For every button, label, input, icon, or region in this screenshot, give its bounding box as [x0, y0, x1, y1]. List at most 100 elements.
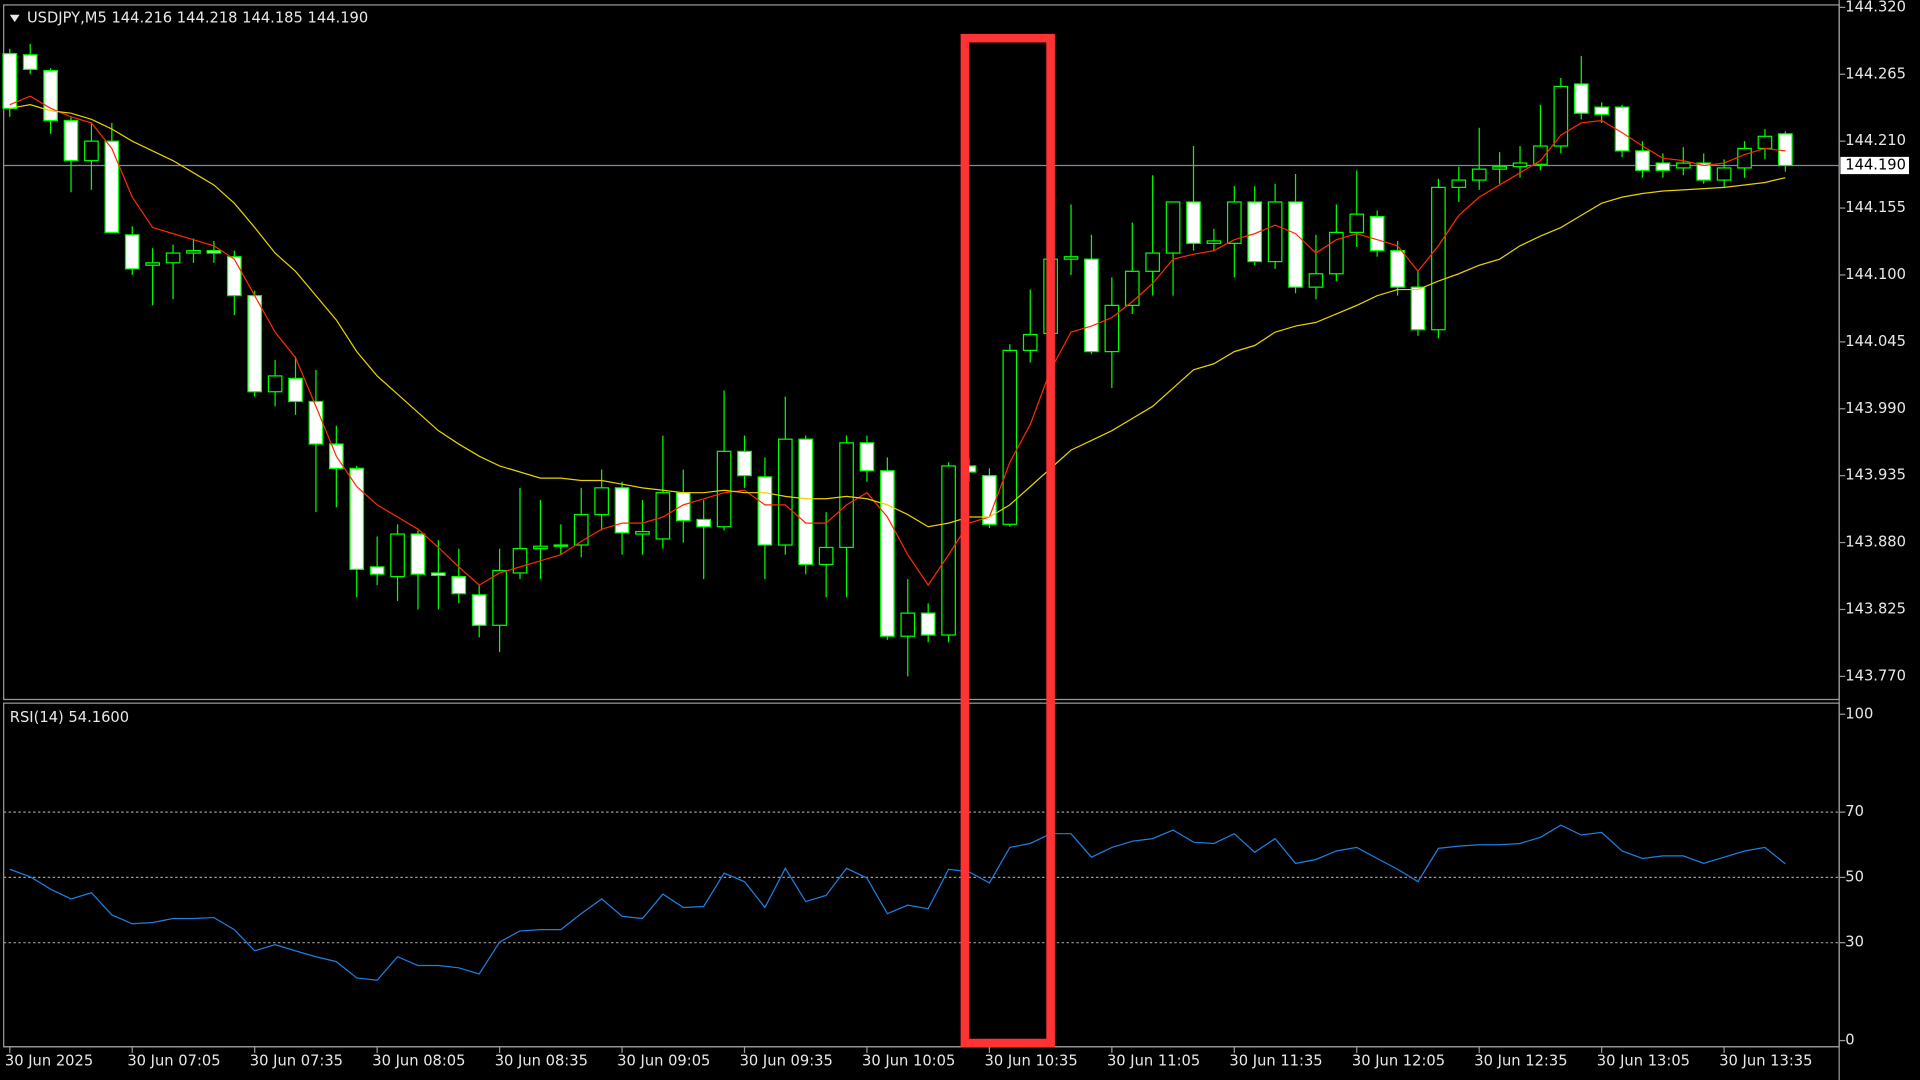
- candle-body: [1431, 186, 1446, 331]
- candle-body: [1145, 252, 1161, 272]
- candle-body: [1390, 250, 1405, 288]
- candle-body: [1022, 333, 1038, 351]
- candle-body: [124, 234, 140, 270]
- candle-body: [492, 569, 507, 626]
- candle-body: [1410, 286, 1426, 331]
- candle-body: [533, 545, 548, 550]
- candle-body: [941, 465, 956, 636]
- last-price-label: 144.190: [1845, 156, 1906, 173]
- y-tick-label: 144.045: [1845, 333, 1906, 350]
- y-tick-label: 143.935: [1845, 467, 1906, 484]
- y-tick-label: 144.265: [1845, 65, 1906, 82]
- x-tick-label: 30 Jun 2025: [5, 1053, 93, 1070]
- candle-body: [1614, 106, 1630, 152]
- candle-body: [859, 442, 875, 472]
- x-tick-label: 30 Jun 08:05: [372, 1053, 465, 1070]
- candle-body: [206, 250, 222, 254]
- candle-body: [696, 518, 712, 528]
- candle-body: [839, 442, 854, 549]
- candle-body: [247, 295, 263, 393]
- candle-body: [757, 476, 773, 546]
- candle-body: [1084, 258, 1099, 353]
- y-tick-label: 143.990: [1845, 400, 1906, 417]
- candle-body: [2, 52, 18, 109]
- candle-body: [1553, 85, 1569, 147]
- candle-body: [1737, 147, 1752, 169]
- candle-body: [186, 250, 201, 254]
- y-tick-label: 143.825: [1845, 600, 1906, 617]
- candle-body: [900, 612, 916, 637]
- menu-triangle[interactable]: [9, 14, 20, 23]
- candle-body: [1573, 83, 1589, 114]
- candle-body: [1104, 304, 1120, 353]
- candle-body: [84, 140, 99, 162]
- candle-body: [1675, 162, 1691, 169]
- candle-body: [1247, 201, 1263, 263]
- candle-body: [1696, 162, 1712, 181]
- x-tick-label: 30 Jun 13:05: [1597, 1053, 1690, 1070]
- y-tick-label: 144.320: [1845, 0, 1906, 15]
- x-tick-label: 30 Jun 12:35: [1474, 1053, 1567, 1070]
- candle-body: [349, 467, 365, 570]
- candle-body: [512, 548, 528, 574]
- y-tick-label: 144.155: [1845, 199, 1906, 216]
- moving-average-line: [9, 104, 1786, 528]
- candle-body: [451, 576, 467, 595]
- x-tick-label: 30 Jun 11:05: [1107, 1053, 1200, 1070]
- candle-body: [1002, 349, 1018, 525]
- candle-body: [1124, 270, 1140, 306]
- candle-body: [777, 438, 793, 546]
- candle-body: [22, 54, 38, 71]
- candle-body: [1226, 201, 1242, 244]
- candle-body: [635, 531, 650, 535]
- x-tick-label: 30 Jun 11:35: [1229, 1053, 1322, 1070]
- candle-body: [390, 533, 405, 578]
- y-tick-label: 143.880: [1845, 534, 1906, 551]
- candle-body: [1369, 215, 1385, 252]
- y-tick-label: 144.100: [1845, 266, 1906, 283]
- candle-body: [716, 450, 732, 528]
- candle-body: [1267, 201, 1283, 263]
- x-tick-label: 30 Jun 12:05: [1352, 1053, 1445, 1070]
- candle-body: [288, 377, 303, 403]
- x-tick-label: 30 Jun 13:35: [1719, 1053, 1812, 1070]
- candle-body: [165, 252, 181, 264]
- rsi-line: [9, 824, 1786, 981]
- candle-body: [1186, 201, 1201, 244]
- candle-body: [63, 119, 79, 162]
- candle-body: [1533, 145, 1548, 165]
- candle-body: [798, 438, 814, 566]
- candle-body: [43, 70, 58, 122]
- candle-body: [145, 262, 161, 266]
- candle-body: [1492, 166, 1507, 170]
- candle-body: [1635, 150, 1650, 171]
- x-tick-label: 30 Jun 09:05: [617, 1053, 710, 1070]
- candle-body: [1206, 240, 1222, 244]
- candle-body: [818, 546, 834, 566]
- candle-body: [920, 612, 936, 636]
- candle-body: [1349, 213, 1365, 234]
- candle-body: [1329, 231, 1344, 275]
- y-tick-label: 70: [1845, 803, 1864, 820]
- candle-body: [614, 487, 630, 534]
- candle-body: [1471, 168, 1487, 181]
- candle-body: [1165, 201, 1181, 254]
- candle-body: [573, 513, 589, 546]
- chart-title: USDJPY,M5 144.216 144.218 144.185 144.19…: [27, 9, 368, 26]
- candle-body: [431, 572, 446, 577]
- candle-body: [104, 140, 120, 234]
- y-tick-label: 30: [1845, 934, 1864, 951]
- x-tick-label: 30 Jun 08:35: [495, 1053, 588, 1070]
- moving-average-line: [9, 95, 1786, 587]
- candle-body: [1451, 179, 1467, 189]
- candle-body: [1288, 201, 1303, 288]
- candle-body: [226, 256, 242, 297]
- candle-body: [594, 487, 609, 516]
- candle-body: [1716, 167, 1732, 181]
- candle-body: [880, 470, 895, 637]
- highlight-box: [960, 33, 1055, 1048]
- candle-body: [553, 544, 569, 547]
